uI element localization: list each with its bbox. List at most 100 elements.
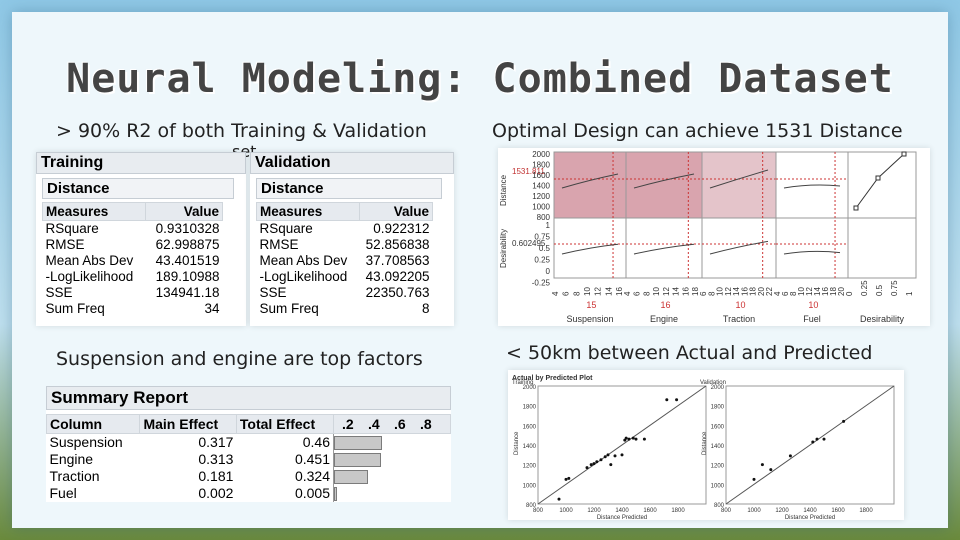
y-label-desirability: Desirability [499, 229, 508, 268]
x-tick: 1800 [671, 508, 685, 514]
factor-setting: 10 [808, 300, 818, 310]
x-axis-label: Distance Predicted [597, 515, 647, 520]
x-tick: 12 [805, 287, 814, 296]
factor-setting: 15 [586, 300, 596, 310]
response-curve [561, 173, 619, 189]
data-point [557, 497, 561, 501]
x-tick: 1400 [615, 508, 629, 514]
panel-label: Training [512, 380, 533, 386]
desirability-tick: 0.25 [534, 256, 550, 265]
data-point [842, 419, 846, 423]
slide-title: Neural Modeling: Combined Dataset [66, 56, 894, 102]
response-curve [783, 184, 841, 189]
factor-label: Fuel [803, 314, 821, 324]
desirability-marker [853, 205, 859, 211]
main-effect-value: 0.002 [198, 485, 234, 501]
desirability-tick: -0.25 [532, 279, 551, 288]
data-point [760, 463, 764, 467]
caption-top-factors: Suspension and engine are top factors [56, 348, 423, 370]
caption-actual-predicted: < 50km between Actual and Predicted [506, 342, 873, 364]
factor-label: Traction [723, 314, 755, 324]
factor-setting: 16 [661, 300, 671, 310]
measure-name: -LogLikelihood [45, 269, 134, 284]
x-tick: 16 [615, 287, 624, 296]
measure-value: 22350.763 [365, 285, 430, 300]
distance-tick: 1000 [532, 203, 550, 212]
data-point [585, 466, 589, 470]
panel-label: Validation [700, 380, 726, 386]
x-tick: 1600 [831, 508, 845, 514]
table-row: -LogLikelihood 189.10988 [43, 269, 223, 285]
x-tick: 4 [551, 291, 560, 296]
x-tick: 8 [572, 291, 581, 296]
measure-name: -LogLikelihood [259, 269, 348, 284]
y-tick: 1400 [523, 444, 537, 450]
x-tick: 1400 [803, 508, 817, 514]
measure-value: 8 [421, 301, 430, 316]
training-header: Training [36, 152, 246, 174]
measure-value: 189.10988 [155, 269, 220, 284]
measure-value: 0.9310328 [155, 221, 220, 236]
x-tick: 0 [845, 291, 854, 296]
y-tick: 1800 [523, 405, 537, 411]
x-tick: 6 [699, 291, 708, 296]
effect-scale: .2 .4 .6 .8 [333, 414, 451, 434]
y-axis-label: Distance [514, 431, 520, 455]
data-point [665, 398, 669, 402]
x-tick: 4 [773, 291, 782, 296]
table-row: SSE 134941.18 [43, 285, 223, 301]
scale-tick: .6 [394, 416, 406, 432]
effect-bar-cell [333, 485, 451, 502]
x-tick: 14 [813, 287, 822, 296]
y-axis-label: Distance [702, 431, 708, 455]
profiler-cell [775, 217, 849, 279]
effect-bar [334, 487, 337, 501]
desirability-tick: 1 [546, 221, 551, 230]
effect-bar-cell [333, 468, 451, 485]
total-effect-value: 0.324 [294, 468, 330, 484]
data-point [811, 440, 815, 444]
data-point [634, 437, 638, 441]
caption-optimal-design: Optimal Design can achieve 1531 Distance [492, 120, 903, 142]
measure-name: SSE [259, 285, 287, 300]
x-tick: 14 [672, 287, 681, 296]
effect-bar-cell [333, 451, 451, 468]
table-row: Sum Freq 34 [43, 301, 223, 317]
desirability-current-value: 0.602495 [512, 239, 546, 248]
measure-value: 134941.18 [155, 285, 220, 300]
distance-tick: 2000 [532, 150, 550, 159]
table-row: Mean Abs Dev 43.401519 [43, 253, 223, 269]
measure-name: RMSE [45, 237, 85, 252]
desirability-marker [901, 151, 907, 157]
table-row: RSquare 0.922312 [257, 221, 433, 238]
distance-current-value: 1531.811 [512, 167, 545, 176]
desirability-tick: 0.5 [539, 244, 551, 253]
desirability-curve [709, 240, 769, 255]
table-row: RMSE 62.998875 [43, 237, 223, 253]
profiler-shade [702, 152, 776, 218]
measure-value: 52.856838 [365, 237, 430, 252]
response-curve [633, 173, 695, 189]
factor-name: Fuel [49, 485, 77, 501]
y-tick: 1400 [711, 444, 725, 450]
desirability-tick: 0.75 [534, 233, 550, 242]
x-tick: 10 [652, 287, 661, 296]
data-point [595, 460, 599, 464]
x-tick: 800 [721, 508, 732, 514]
data-point [627, 437, 631, 441]
main-effect-value: 0.313 [198, 451, 234, 467]
plot-title: Actual by Predicted Plot [512, 375, 593, 382]
factor-name: Traction [49, 468, 100, 484]
data-point [752, 477, 756, 481]
factor-label: Engine [650, 314, 678, 324]
distance-tick: 1600 [532, 171, 550, 180]
x-tick: 16 [681, 287, 690, 296]
training-table: Measures Value RSquare 0.9310328 RMSE 62.99… [42, 202, 223, 317]
x-tick: 22 [765, 287, 774, 296]
x-tick: 1200 [775, 508, 789, 514]
scale-tick: .4 [368, 416, 380, 432]
effect-bar [334, 453, 381, 467]
measure-name: Mean Abs Dev [259, 253, 348, 268]
factor-label: Suspension [566, 314, 613, 324]
x-tick: 4 [623, 291, 632, 296]
